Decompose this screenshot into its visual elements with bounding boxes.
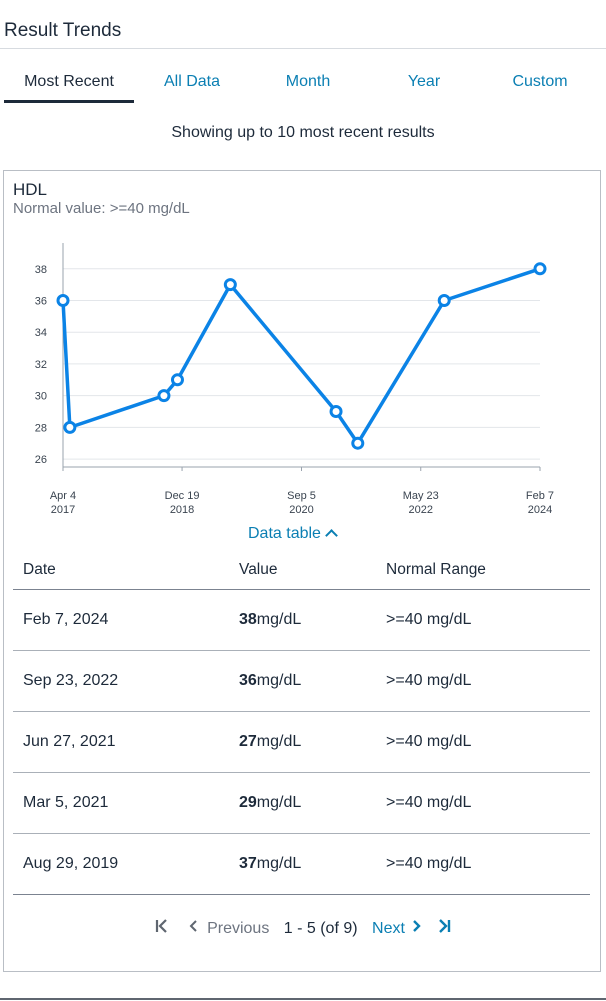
value-unit: mg/dL bbox=[256, 611, 302, 628]
table-row: Mar 5, 2021 29mg/dL >=40 mg/dL bbox=[13, 773, 590, 834]
row-value: 29mg/dL bbox=[239, 794, 301, 812]
previous-label: Previous bbox=[207, 919, 270, 937]
value-unit: mg/dL bbox=[256, 733, 302, 750]
value-number: 27 bbox=[239, 733, 257, 750]
data-point bbox=[63, 420, 77, 434]
chart-series bbox=[61, 267, 541, 445]
data-point bbox=[223, 278, 237, 292]
chevron-up-icon bbox=[325, 529, 338, 542]
row-value: 36mg/dL bbox=[239, 672, 301, 690]
next-page-button[interactable]: Next bbox=[372, 918, 423, 939]
next-label: Next bbox=[372, 919, 405, 937]
row-value: 38mg/dL bbox=[239, 611, 301, 629]
y-tick-label: 34 bbox=[35, 327, 47, 339]
row-value: 37mg/dL bbox=[239, 855, 301, 873]
tab-most-recent[interactable]: Most Recent bbox=[4, 62, 134, 103]
table-header: Date Value Normal Range bbox=[13, 556, 590, 590]
y-tick-label: 36 bbox=[35, 296, 47, 308]
chart-grid bbox=[63, 268, 540, 460]
x-tick-label: Sep 5 bbox=[287, 490, 316, 502]
tab-custom[interactable]: Custom bbox=[512, 73, 568, 90]
section-title: Result Trends bbox=[4, 20, 122, 41]
x-tick-label: Feb 7 bbox=[526, 490, 554, 502]
value-unit: mg/dL bbox=[256, 672, 302, 689]
header-value: Value bbox=[239, 561, 278, 578]
hdl-line-chart: 26 28 30 32 34 36 38 Apr 4 2017 Dec 19 2018 Sep 5 20… bbox=[35, 243, 554, 516]
row-range: >=40 mg/dL bbox=[386, 611, 472, 628]
chart-points bbox=[56, 262, 547, 450]
data-point bbox=[170, 373, 184, 387]
title-divider bbox=[0, 48, 606, 49]
value-number: 29 bbox=[239, 794, 257, 811]
row-date: Jun 27, 2021 bbox=[23, 733, 116, 750]
value-number: 36 bbox=[239, 672, 257, 689]
row-range: >=40 mg/dL bbox=[386, 794, 472, 811]
data-point bbox=[329, 405, 343, 418]
result-card: HDL Normal value: >=40 mg/dL 26 28 30 32 34 3… bbox=[3, 170, 601, 972]
row-range: >=40 mg/dL bbox=[386, 855, 472, 872]
data-table-toggle[interactable]: Data table bbox=[248, 525, 338, 543]
value-number: 37 bbox=[239, 855, 257, 872]
series-line bbox=[61, 267, 541, 445]
data-point bbox=[437, 294, 451, 307]
tab-month[interactable]: Month bbox=[285, 73, 331, 90]
x-tick-label-year: 2017 bbox=[51, 504, 75, 516]
results-table: Date Value Normal Range Feb 7, 2024 38mg… bbox=[13, 556, 590, 895]
x-tick-label-year: 2022 bbox=[409, 504, 433, 516]
header-normal-range: Normal Range bbox=[386, 561, 486, 578]
x-tick-label: May 23 bbox=[403, 490, 439, 502]
data-point bbox=[157, 389, 171, 403]
value-unit: mg/dL bbox=[256, 794, 302, 811]
x-tick-label-year: 2018 bbox=[170, 504, 194, 516]
chevron-right-icon bbox=[409, 918, 423, 939]
value-unit: mg/dL bbox=[256, 855, 302, 872]
row-value: 27mg/dL bbox=[239, 733, 301, 751]
row-range: >=40 mg/dL bbox=[386, 672, 472, 689]
y-tick-label: 28 bbox=[35, 422, 47, 434]
tab-year[interactable]: Year bbox=[407, 73, 441, 90]
range-tabs: Most Recent All Data Month Year Custom bbox=[4, 62, 602, 104]
table-row: Jun 27, 2021 27mg/dL >=40 mg/dL bbox=[13, 712, 590, 773]
table-row: Sep 23, 2022 36mg/dL >=40 mg/dL bbox=[13, 651, 590, 712]
x-tick-label-year: 2024 bbox=[528, 504, 552, 516]
row-date: Feb 7, 2024 bbox=[23, 611, 109, 628]
pagination: Previous 1 - 5 (of 9) Next bbox=[4, 918, 602, 939]
previous-page-button: Previous bbox=[187, 918, 270, 939]
y-tick-label: 26 bbox=[35, 454, 47, 466]
y-tick-label: 32 bbox=[35, 359, 47, 371]
row-date: Sep 23, 2022 bbox=[23, 672, 119, 689]
header-date: Date bbox=[23, 561, 56, 578]
row-date: Mar 5, 2021 bbox=[23, 794, 109, 811]
data-point bbox=[56, 294, 70, 307]
x-tick-label: Apr 4 bbox=[50, 490, 76, 502]
row-date: Aug 29, 2019 bbox=[23, 855, 119, 872]
chart-axes bbox=[62, 243, 541, 471]
row-range: >=40 mg/dL bbox=[386, 733, 472, 750]
table-row: Feb 7, 2024 38mg/dL >=40 mg/dL bbox=[13, 590, 590, 651]
x-tick-label-year: 2020 bbox=[289, 504, 313, 516]
data-point bbox=[533, 262, 547, 276]
normal-value-text: Normal value: >=40 mg/dL bbox=[13, 200, 190, 217]
chart-labels: 26 28 30 32 34 36 38 Apr 4 2017 Dec 19 2018 Sep 5 20… bbox=[35, 264, 554, 516]
value-number: 38 bbox=[239, 611, 257, 628]
bottom-divider bbox=[0, 998, 606, 1000]
y-tick-label: 30 bbox=[35, 391, 47, 403]
data-table-toggle-label: Data table bbox=[248, 525, 321, 542]
data-point bbox=[351, 436, 365, 450]
y-tick-label: 38 bbox=[35, 264, 47, 276]
chevron-left-icon bbox=[187, 918, 199, 939]
first-page-icon bbox=[154, 918, 170, 939]
page-info: 1 - 5 (of 9) bbox=[283, 919, 358, 937]
x-tick-label: Dec 19 bbox=[165, 490, 200, 502]
last-page-icon[interactable] bbox=[436, 918, 452, 939]
tab-all-data[interactable]: All Data bbox=[163, 73, 221, 90]
test-name: HDL bbox=[13, 180, 48, 199]
results-count-text: Showing up to 10 most recent results bbox=[171, 124, 435, 141]
table-row: Aug 29, 2019 37mg/dL >=40 mg/dL bbox=[13, 834, 590, 895]
